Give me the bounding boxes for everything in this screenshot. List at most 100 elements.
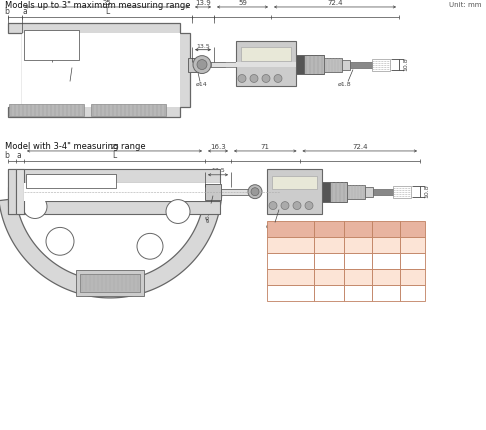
Circle shape <box>193 55 211 74</box>
Bar <box>372 269 400 285</box>
Bar <box>8 183 210 203</box>
Bar <box>344 269 372 285</box>
Text: (min. measuring length: (min. measuring length <box>36 178 105 183</box>
Circle shape <box>238 74 246 83</box>
Bar <box>16 169 24 214</box>
Text: 12.5: 12.5 <box>349 241 366 250</box>
Bar <box>241 47 291 61</box>
Bar <box>400 221 425 237</box>
Text: 76.2: 76.2 <box>321 289 337 298</box>
Bar <box>342 60 350 70</box>
Circle shape <box>248 185 262 199</box>
Text: 12.2: 12.2 <box>378 257 394 266</box>
Bar <box>400 253 425 269</box>
Text: 16.7: 16.7 <box>378 289 395 298</box>
Bar <box>372 237 400 253</box>
Bar <box>8 169 16 214</box>
Text: Models up to 3" maximum measuring range: Models up to 3" maximum measuring range <box>5 1 191 10</box>
Text: 0: 0 <box>327 241 331 250</box>
Bar <box>373 189 393 195</box>
Bar <box>372 285 400 301</box>
Text: L: L <box>327 225 331 234</box>
Text: 1-2": 1-2" <box>283 257 298 266</box>
Circle shape <box>251 188 259 196</box>
Text: ø1.8: ø1.8 <box>338 82 352 87</box>
Bar <box>267 237 314 253</box>
Text: b: b <box>4 7 9 16</box>
Text: a: a <box>356 225 361 234</box>
Circle shape <box>269 202 277 209</box>
Bar <box>324 58 342 71</box>
Bar <box>76 270 144 296</box>
Circle shape <box>262 74 270 83</box>
Bar <box>8 201 220 214</box>
Text: 12.6: 12.6 <box>349 257 366 266</box>
Text: 13.9: 13.9 <box>195 0 211 6</box>
Bar <box>393 186 411 198</box>
Bar <box>272 176 317 189</box>
Bar <box>347 185 365 199</box>
Text: Model with 3-4" measuring range: Model with 3-4" measuring range <box>5 142 146 151</box>
Circle shape <box>250 74 258 83</box>
Bar <box>330 182 347 202</box>
Polygon shape <box>322 182 330 202</box>
Text: 14.6: 14.6 <box>378 273 395 282</box>
Text: Range: Range <box>278 225 303 234</box>
Circle shape <box>46 227 74 255</box>
Text: 13.5: 13.5 <box>211 168 225 173</box>
Bar <box>236 62 296 67</box>
Bar <box>205 184 221 200</box>
Text: 13: 13 <box>353 273 363 282</box>
Text: measuring: measuring <box>35 43 68 48</box>
Bar <box>296 55 324 74</box>
Text: 25.4: 25.4 <box>321 257 337 266</box>
Text: 11: 11 <box>381 241 391 250</box>
Text: 57: 57 <box>408 273 417 282</box>
Text: 16: 16 <box>353 289 363 298</box>
Bar <box>267 221 314 237</box>
Bar <box>267 253 314 269</box>
Bar <box>344 253 372 269</box>
Text: length: length <box>41 51 62 56</box>
Bar <box>210 189 250 195</box>
Bar <box>400 269 425 285</box>
Bar <box>365 187 373 197</box>
Circle shape <box>137 233 163 259</box>
Bar <box>236 41 296 86</box>
Text: 50: 50 <box>408 257 417 266</box>
Circle shape <box>274 74 282 83</box>
Text: 10.8: 10.8 <box>403 58 409 71</box>
Text: 25: 25 <box>103 0 111 6</box>
Text: 50.8: 50.8 <box>321 273 337 282</box>
Circle shape <box>23 195 47 218</box>
Text: 76: 76 <box>408 289 417 298</box>
Bar <box>8 187 210 206</box>
Text: 72.4: 72.4 <box>352 144 367 150</box>
Bar <box>211 62 236 67</box>
Bar <box>344 221 372 237</box>
Text: 13.5: 13.5 <box>196 44 210 49</box>
Text: L: L <box>105 7 109 16</box>
Bar <box>267 169 322 214</box>
Bar <box>22 183 220 201</box>
Bar <box>24 30 79 60</box>
Text: 3-4": 3-4" <box>282 289 298 298</box>
Bar <box>9 104 84 116</box>
Text: ø6.35: ø6.35 <box>65 83 69 101</box>
Text: b: b <box>4 151 9 160</box>
Text: Unit: mm: Unit: mm <box>449 2 481 8</box>
Text: 0-1": 0-1" <box>282 241 298 250</box>
Text: (min.: (min. <box>43 35 60 40</box>
Text: a: a <box>23 7 27 16</box>
Polygon shape <box>296 55 304 74</box>
Text: ø14: ø14 <box>196 82 208 87</box>
Text: 31: 31 <box>408 241 417 250</box>
Text: 59: 59 <box>238 0 247 6</box>
Bar <box>400 237 425 253</box>
Bar <box>372 221 400 237</box>
Bar <box>314 237 344 253</box>
Bar <box>80 274 140 292</box>
Circle shape <box>293 202 301 209</box>
Circle shape <box>197 60 207 70</box>
Bar <box>188 58 202 71</box>
